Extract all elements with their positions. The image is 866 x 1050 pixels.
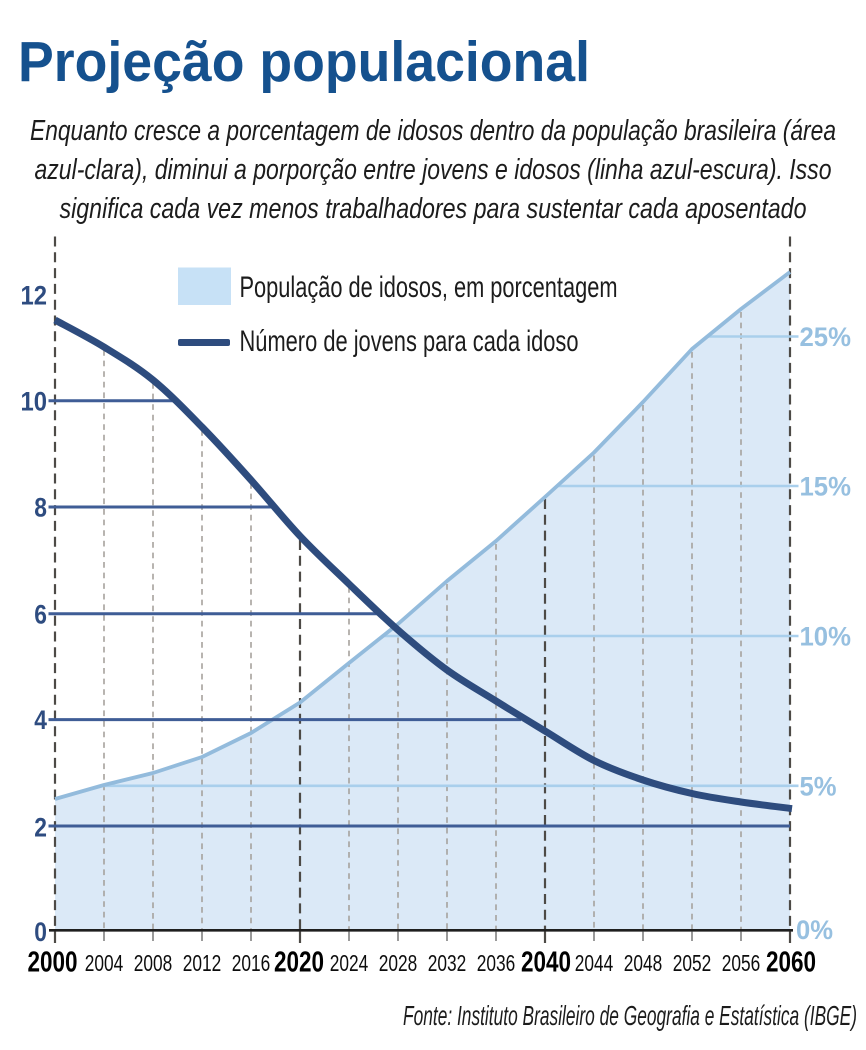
svg-text:8: 8 [34,493,47,523]
svg-text:25%: 25% [800,322,852,352]
svg-text:10%: 10% [800,622,852,652]
svg-text:2008: 2008 [134,950,173,976]
svg-text:2040: 2040 [521,947,571,979]
svg-text:2016: 2016 [232,950,271,976]
svg-text:4: 4 [34,705,47,735]
svg-text:2056: 2056 [722,950,761,976]
svg-text:2012: 2012 [183,950,222,976]
svg-text:10: 10 [21,387,48,417]
svg-text:2060: 2060 [766,947,816,979]
svg-text:2044: 2044 [575,950,614,976]
svg-text:2052: 2052 [673,950,712,976]
svg-text:2000: 2000 [28,947,78,979]
svg-text:2032: 2032 [428,950,467,976]
svg-text:significa cada vez menos traba: significa cada vez menos trabalhadores p… [60,193,807,225]
svg-text:2048: 2048 [624,950,663,976]
svg-text:2020: 2020 [274,947,324,979]
svg-text:Fonte: Instituto Brasileiro de: Fonte: Instituto Brasileiro de Geografia… [403,1000,857,1031]
svg-text:6: 6 [34,599,47,629]
svg-text:2028: 2028 [379,950,418,976]
svg-text:2: 2 [34,813,47,843]
svg-text:Enquanto cresce a porcentagem: Enquanto cresce a porcentagem de idosos … [30,115,836,147]
svg-text:2036: 2036 [477,950,516,976]
svg-text:Projeção populacional: Projeção populacional [18,30,590,94]
svg-text:5%: 5% [800,772,837,802]
svg-text:2004: 2004 [85,950,124,976]
svg-text:0: 0 [34,917,47,947]
svg-text:2024: 2024 [330,950,369,976]
svg-text:0%: 0% [796,915,833,945]
svg-text:População de idosos, em porcen: População de idosos, em porcentagem [240,271,618,304]
svg-text:12: 12 [21,281,48,311]
svg-text:Número de jovens para cada ido: Número de jovens para cada idoso [240,325,579,358]
svg-text:15%: 15% [800,472,852,502]
svg-text:azul-clara), diminui a porporç: azul-clara), diminui a porporção entre j… [35,154,832,186]
